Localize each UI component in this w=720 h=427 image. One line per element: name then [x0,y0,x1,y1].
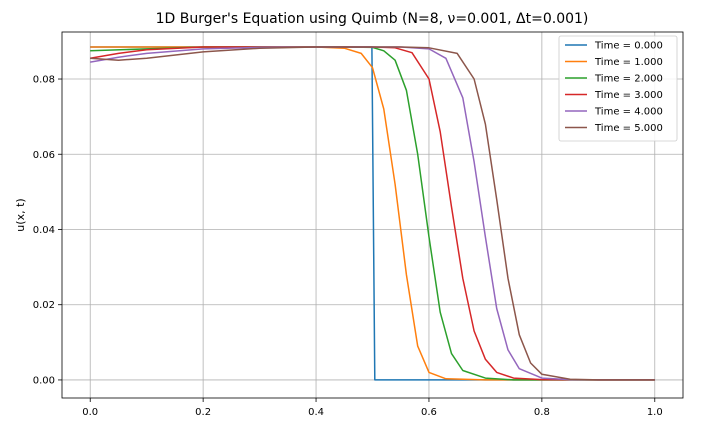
axis-ticks: 0.0 0.2 0.4 0.6 0.8 1.0 0.00 0.02 0.04 0.06 0.08 [33,75,663,418]
legend-label: Time = 5.000 [594,123,663,134]
y-tick-label: 0.06 [33,150,55,161]
plot-frame [61,31,684,399]
y-tick-label: 0.08 [33,75,55,86]
x-tick-label: 0.6 [421,407,437,418]
legend-label: Time = 4.000 [594,107,663,118]
y-tick-label: 0.00 [33,375,55,386]
series-line [90,46,655,381]
x-tick-label: 0.4 [308,407,324,418]
x-tick-label: 0.8 [534,407,550,418]
legend: Time = 0.000 Time = 1.000 Time = 2.000 Time… [558,35,678,142]
y-axis-label: u(x, t) [14,198,27,231]
series-line [90,46,655,381]
legend-label: Time = 0.000 [594,41,663,52]
legend-label: Time = 2.000 [594,74,663,85]
series-lines [90,46,655,381]
legend-label: Time = 3.000 [594,90,663,101]
chart-title: 1D Burger's Equation using Quimb (N=8, ν… [156,11,589,27]
legend-box [558,35,678,142]
x-tick-label: 1.0 [647,407,663,418]
y-tick-label: 0.04 [33,225,55,236]
x-tick-label: 0.0 [82,407,98,418]
y-tick-label: 0.02 [33,300,55,311]
x-tick-label: 0.2 [195,407,211,418]
legend-label: Time = 1.000 [594,57,663,68]
series-line [90,46,655,381]
